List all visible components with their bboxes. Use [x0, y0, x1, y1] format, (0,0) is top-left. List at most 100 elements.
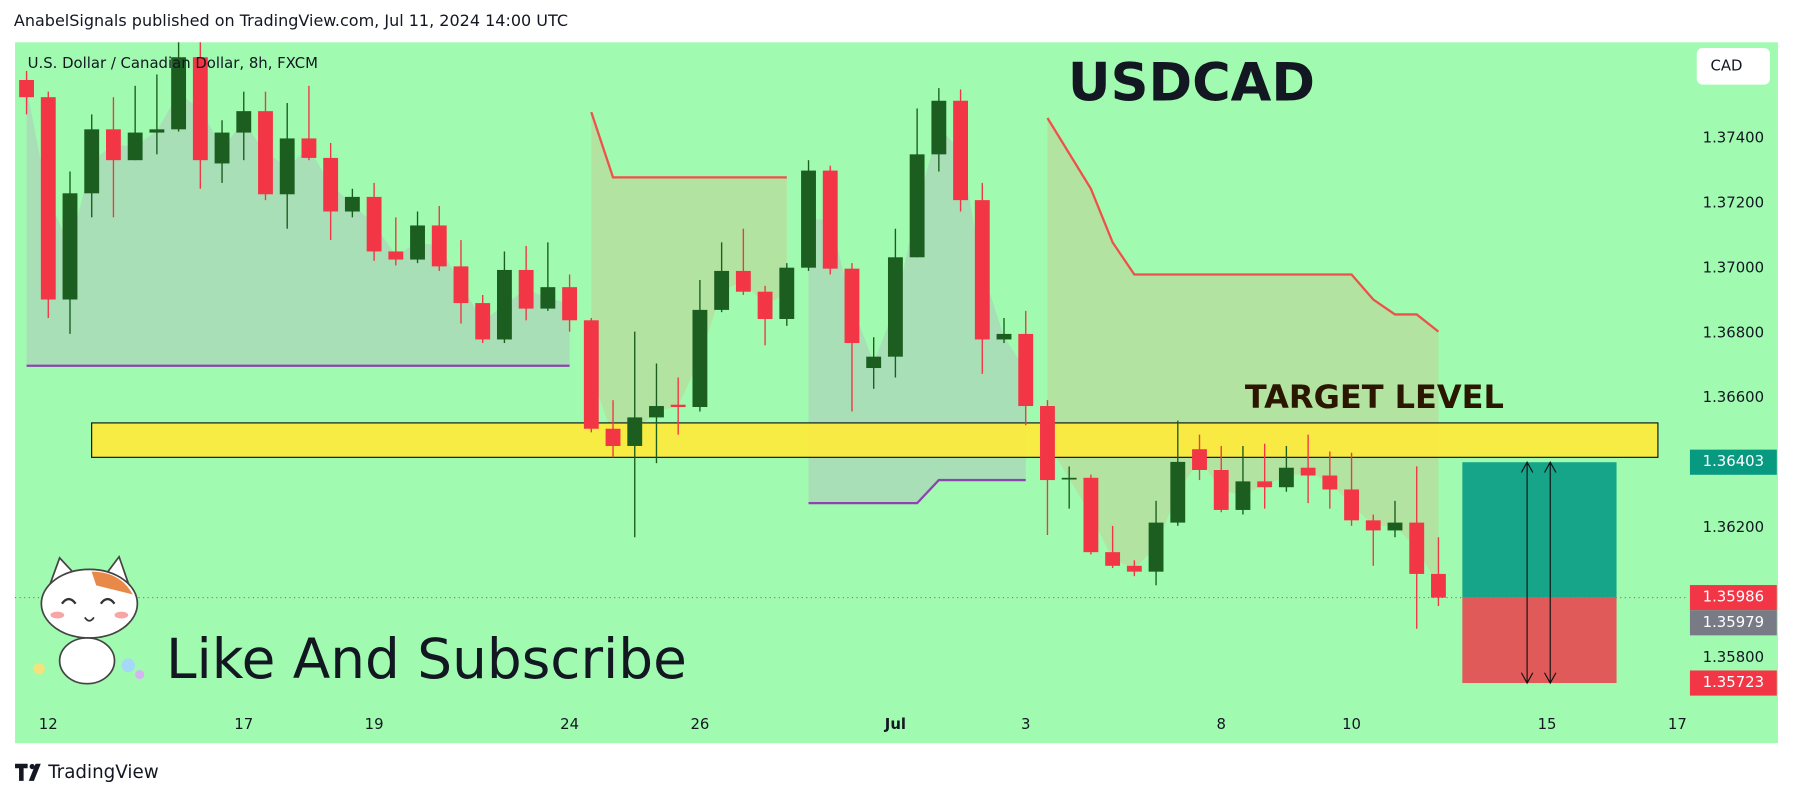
subscribe-text: Like And Subscribe [166, 627, 687, 691]
candle-body [127, 132, 143, 161]
candle-body [540, 287, 556, 309]
candle-body [1213, 470, 1229, 510]
candle-body [1409, 522, 1425, 574]
candle-body [323, 157, 339, 212]
candle-body [1061, 477, 1077, 480]
candle-body [496, 269, 512, 340]
chart-title: USDCAD [1068, 52, 1315, 113]
trend-band [808, 478, 1026, 505]
candle-body [931, 100, 947, 155]
candle-body [996, 333, 1012, 340]
x-tick-label: 8 [1216, 715, 1225, 733]
candle-body [974, 200, 990, 340]
candle-body [518, 269, 534, 309]
candle-body [1365, 520, 1381, 531]
trend-band [1046, 117, 1440, 333]
target-label: TARGET LEVEL [1245, 378, 1504, 416]
trend-fill [1047, 117, 1439, 586]
candle-body [192, 57, 208, 161]
candle-body [236, 111, 252, 133]
y-tick-label: 1.35800 [1703, 648, 1764, 666]
currency-button[interactable] [1696, 48, 1770, 85]
candle-body [649, 406, 664, 418]
candle-body [1083, 477, 1099, 553]
range-arrow [1544, 461, 1557, 685]
y-tick-label: 1.36600 [1703, 388, 1764, 406]
candle-body [1235, 481, 1251, 510]
price-label: 1.36403 [1703, 452, 1764, 470]
candle-body [605, 428, 621, 446]
candle-body [431, 225, 447, 267]
candle-body [106, 129, 121, 161]
y-tick-label: 1.37200 [1703, 193, 1764, 211]
candle-body [1387, 522, 1403, 531]
candle-body [19, 79, 34, 98]
candle-body [779, 267, 795, 319]
candle-body [62, 193, 78, 300]
candle-body [149, 129, 165, 133]
candle-body [866, 356, 882, 369]
candle-body [1126, 565, 1142, 572]
trend-band [590, 111, 787, 179]
bands [26, 111, 1440, 505]
candle-body [344, 196, 360, 212]
fills [26, 88, 1439, 586]
price-label-box [1689, 670, 1777, 696]
currency-label: CAD [1711, 56, 1743, 74]
candle-body [1170, 461, 1186, 523]
candle-body [1257, 481, 1273, 488]
x-tick-label: 12 [39, 715, 58, 733]
candle-body [909, 154, 925, 258]
x-tick-label: 26 [690, 715, 709, 733]
candle-body [1322, 475, 1338, 490]
publish-header: AnabelSignals published on TradingView.c… [14, 11, 568, 30]
candle-body [1344, 489, 1359, 521]
price-label: 1.35986 [1703, 588, 1764, 606]
symbol-info: U.S. Dollar / Canadian Dollar, 8h, FXCM [28, 54, 318, 72]
candle-body [1018, 333, 1034, 407]
candle-body [1192, 449, 1207, 471]
candle-body [757, 291, 773, 319]
candle-body [887, 257, 903, 357]
candle-body [627, 417, 643, 446]
candle-body [844, 268, 860, 344]
trend-fill [591, 112, 787, 438]
trend-fill [808, 127, 1026, 504]
price-label-box [1689, 610, 1777, 636]
candle-body [822, 170, 838, 269]
candle-body [1040, 406, 1055, 481]
candle-body [670, 404, 686, 408]
trend-fill [26, 88, 570, 366]
candle-body [410, 225, 425, 260]
candle-body [953, 100, 969, 201]
price-label-box [1689, 585, 1777, 611]
y-tick-label: 1.37400 [1703, 128, 1764, 146]
footer-brand: TradingView [47, 762, 159, 783]
price-label: 1.35979 [1703, 613, 1764, 631]
candle-body [366, 196, 382, 252]
candles [19, 42, 1446, 629]
x-tick-label: Jul [884, 715, 906, 733]
x-tick-label: 17 [1668, 715, 1687, 733]
candle-body [388, 251, 404, 260]
range-arrow [1520, 461, 1534, 685]
zones [15, 422, 1687, 599]
tradingview-logo [15, 763, 41, 781]
x-tick-label: 3 [1021, 715, 1030, 733]
candle-body [258, 111, 273, 195]
candle-body [453, 266, 469, 304]
y-tick-label: 1.36800 [1703, 323, 1764, 341]
axes: 12 17 19 24 26 Jul 3 8 10 15 17 1.37400 1.37200 1.370… [39, 128, 1777, 733]
candle-body [475, 303, 491, 340]
candle-body [279, 138, 295, 195]
candle-body [40, 97, 56, 300]
x-tick-label: 24 [560, 715, 579, 733]
candle-body [214, 132, 230, 164]
candle-body [171, 57, 187, 130]
candle-body [1105, 552, 1121, 566]
candle-body [562, 287, 578, 321]
profit-area [1462, 462, 1617, 598]
candle-body [583, 320, 599, 429]
candle-body [1148, 522, 1164, 572]
